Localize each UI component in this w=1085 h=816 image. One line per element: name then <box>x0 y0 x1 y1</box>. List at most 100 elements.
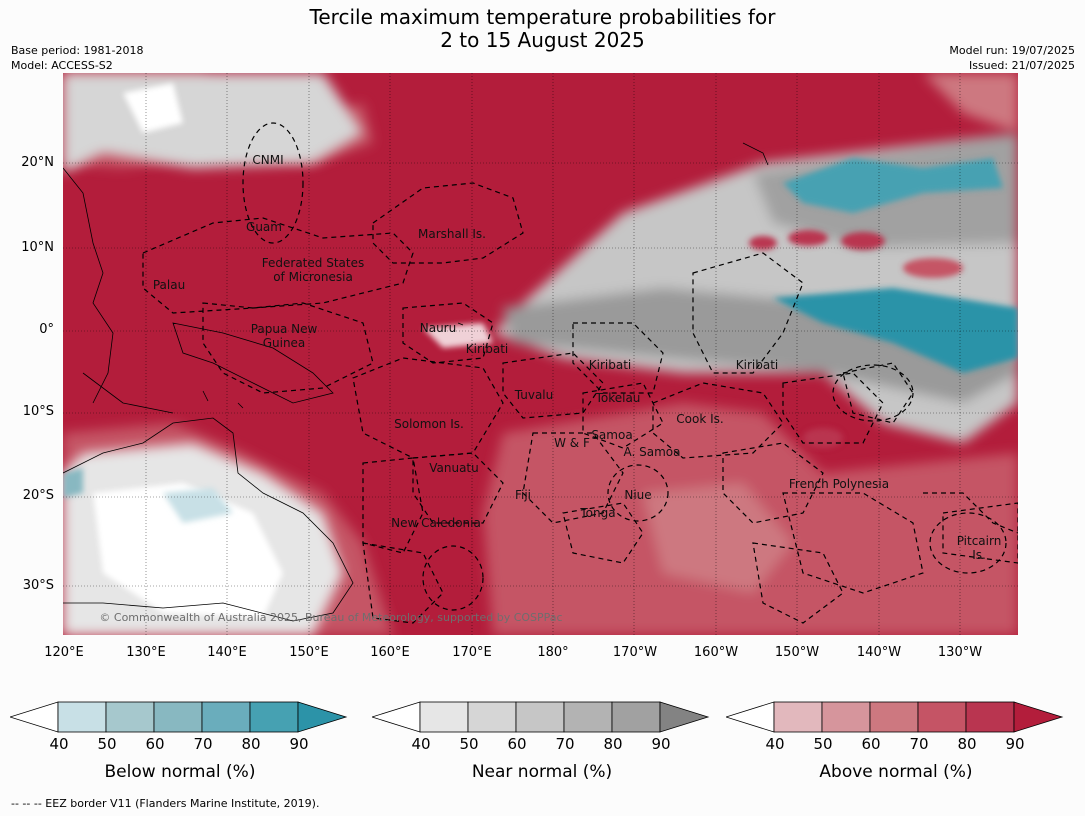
lat-tick: 0° <box>39 322 54 337</box>
low-signal-layer <box>93 83 493 618</box>
above-normal-spots <box>749 230 963 448</box>
colorbar-near <box>370 700 712 736</box>
lat-tick: 30°S <box>22 578 54 593</box>
region-label: Fiji <box>515 488 531 502</box>
colorbar-min-extension <box>8 701 59 733</box>
lon-tick: 160°W <box>693 645 739 660</box>
colorbar-tick: 90 <box>651 735 671 753</box>
lon-tick: 120°E <box>44 645 84 660</box>
colorbar-swatch <box>821 701 871 733</box>
lon-tick: 130°E <box>126 645 166 660</box>
region-label: New Caledonia <box>391 516 481 530</box>
colorbar-swatch <box>467 701 517 733</box>
colorbar-swatch <box>201 701 251 733</box>
lon-tick: 180° <box>537 645 569 660</box>
region-label: Cook Is. <box>676 412 723 426</box>
colorbar-tick: 90 <box>1005 735 1025 753</box>
colorbar-swatch <box>965 701 1015 733</box>
region-label: Guam <box>246 220 282 234</box>
lon-tick: 130°W <box>937 645 983 660</box>
colorbar-tick: 60 <box>507 735 527 753</box>
colorbar-swatch <box>57 701 107 733</box>
probability-map: CNMI Guam Marshall Is. Federated States o… <box>63 73 1018 635</box>
colorbar-swatch <box>563 701 613 733</box>
lat-tick: 10°S <box>22 404 54 419</box>
colorbar-swatch <box>105 701 155 733</box>
colorbar-above-swatches <box>724 701 1064 733</box>
map-canvas: CNMI Guam Marshall Is. Federated States o… <box>63 73 1018 635</box>
lon-tick: 160°E <box>370 645 410 660</box>
lon-tick: 170°W <box>612 645 658 660</box>
region-label: Palau <box>153 278 185 292</box>
region-label: A. Samoa <box>624 445 681 459</box>
graticule <box>63 73 1018 635</box>
region-label: CNMI <box>252 153 283 167</box>
lon-tick: 150°W <box>774 645 820 660</box>
lat-tick: 10°N <box>21 240 54 255</box>
colorbar-tick: 80 <box>957 735 977 753</box>
region-labels: CNMI Guam Marshall Is. Federated States o… <box>153 153 1001 562</box>
lon-tick: 150°E <box>289 645 329 660</box>
region-label: Pitcairn Is. <box>957 534 1002 562</box>
colorbar-tick: 40 <box>765 735 785 753</box>
colorbar-tick: 50 <box>459 735 479 753</box>
colorbar-above <box>724 700 1066 736</box>
region-label: Solomon Is. <box>394 417 464 431</box>
colorbar-title: Near normal (%) <box>471 762 613 782</box>
lat-tick: 20°N <box>21 155 54 170</box>
colorbar-near-swatches <box>370 701 710 733</box>
colorbar-swatch <box>773 701 823 733</box>
copyright-notice: © Commonwealth of Australia 2025, Bureau… <box>99 611 562 624</box>
colorbar-tick: 70 <box>555 735 575 753</box>
colorbar-tick: 60 <box>861 735 881 753</box>
eez-legend-note: -- -- -- EEZ border V11 (Flanders Marine… <box>11 797 320 810</box>
issued-date: Issued: 21/07/2025 <box>968 59 1075 72</box>
colorbar-title: Above normal (%) <box>819 762 973 782</box>
colorbar-tick: 50 <box>813 735 833 753</box>
colorbar-swatch <box>611 701 661 733</box>
lon-tick: 170°E <box>452 645 492 660</box>
region-label: Papua New Guinea <box>251 322 318 350</box>
colorbar-tick: 80 <box>241 735 261 753</box>
region-label: French Polynesia <box>789 477 889 491</box>
model-name: Model: ACCESS-S2 <box>11 59 113 72</box>
colorbar-title: Below normal (%) <box>104 762 256 782</box>
colorbar-min-extension <box>370 701 421 733</box>
colorbar-swatch <box>419 701 469 733</box>
region-label: W & F <box>554 436 590 450</box>
colorbar-max-extension <box>1013 701 1064 733</box>
colorbar-below-swatches <box>8 701 348 733</box>
region-label: Nauru <box>420 321 456 335</box>
model-run: Model run: 19/07/2025 <box>949 44 1075 57</box>
base-period: Base period: 1981-2018 <box>11 44 144 57</box>
colorbar-tick: 80 <box>603 735 623 753</box>
region-label: Kiribati <box>466 342 508 356</box>
lon-tick: 140°W <box>856 645 902 660</box>
colorbar-below <box>8 700 350 736</box>
below-normal-layer <box>63 158 1018 523</box>
region-label: Federated States of Micronesia <box>262 256 364 284</box>
colorbar-tick: 70 <box>193 735 213 753</box>
colorbar-swatch <box>869 701 919 733</box>
colorbar-tick: 40 <box>411 735 431 753</box>
colorbar-max-extension <box>659 701 710 733</box>
region-label: Vanuatu <box>429 461 479 475</box>
lat-tick: 20°S <box>22 488 54 503</box>
colorbar-tick: 40 <box>49 735 69 753</box>
region-label: Tuvalu <box>514 388 554 402</box>
eez-borders <box>142 122 1018 624</box>
meta-right: Model run: 19/07/2025 Issued: 21/07/2025 <box>949 43 1075 73</box>
colorbar-tick: 60 <box>145 735 165 753</box>
colorbar-min-extension <box>724 701 775 733</box>
region-label: Kiribati <box>589 358 631 372</box>
colorbar-max-extension <box>297 701 348 733</box>
colorbar-swatch <box>515 701 565 733</box>
region-label: Tonga <box>579 506 615 520</box>
colorbar-swatch <box>917 701 967 733</box>
colorbar-swatch <box>153 701 203 733</box>
page-title: Tercile maximum temperature probabilitie… <box>309 5 776 52</box>
region-label: Kiribati <box>736 358 778 372</box>
meta-left: Base period: 1981-2018 Model: ACCESS-S2 <box>11 43 143 73</box>
colorbar-swatch <box>249 701 299 733</box>
region-label: Niue <box>624 488 651 502</box>
